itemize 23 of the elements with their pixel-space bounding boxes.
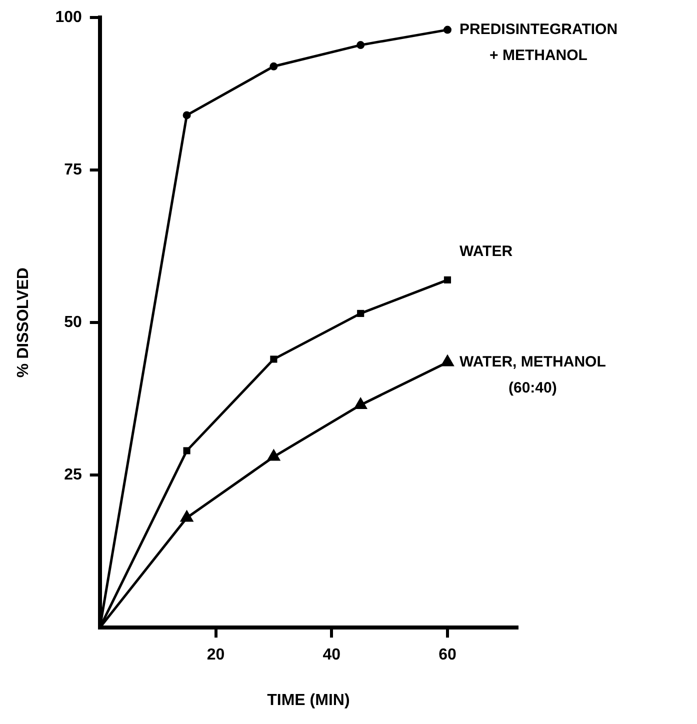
point [180, 510, 194, 522]
point [357, 310, 364, 317]
y-tick-label: 75 [64, 162, 82, 179]
y-axis-title: % DISSOLVED [15, 268, 32, 378]
y-tick-label: 100 [55, 9, 82, 26]
series-label: PREDISINTEGRATION + METHANOL [459, 20, 618, 64]
point [440, 354, 454, 366]
y-tick-label: 50 [64, 314, 82, 332]
point [182, 111, 191, 120]
point [443, 26, 452, 34]
series-label: WATER, METHANOL (60:40) [459, 353, 606, 396]
point [270, 62, 278, 70]
y-tick-label: 25 [64, 466, 82, 484]
point [354, 396, 368, 409]
point [266, 448, 281, 461]
series-label: WATER [459, 243, 513, 260]
x-tick-label: 60 [438, 646, 456, 664]
x-tick-label: 20 [206, 646, 225, 664]
x-tick-label: 40 [322, 646, 341, 664]
point [444, 276, 452, 284]
x-axis-title: TIME (MIN) [267, 692, 350, 709]
point [356, 41, 365, 50]
point [270, 356, 278, 363]
